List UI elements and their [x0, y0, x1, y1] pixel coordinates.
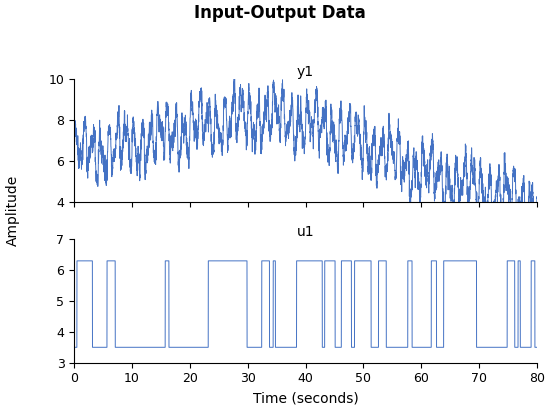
Text: Amplitude: Amplitude — [6, 174, 20, 246]
Title: u1: u1 — [297, 225, 314, 239]
X-axis label: Time (seconds): Time (seconds) — [253, 391, 358, 405]
Title: y1: y1 — [297, 65, 314, 79]
Text: Input-Output Data: Input-Output Data — [194, 4, 366, 22]
